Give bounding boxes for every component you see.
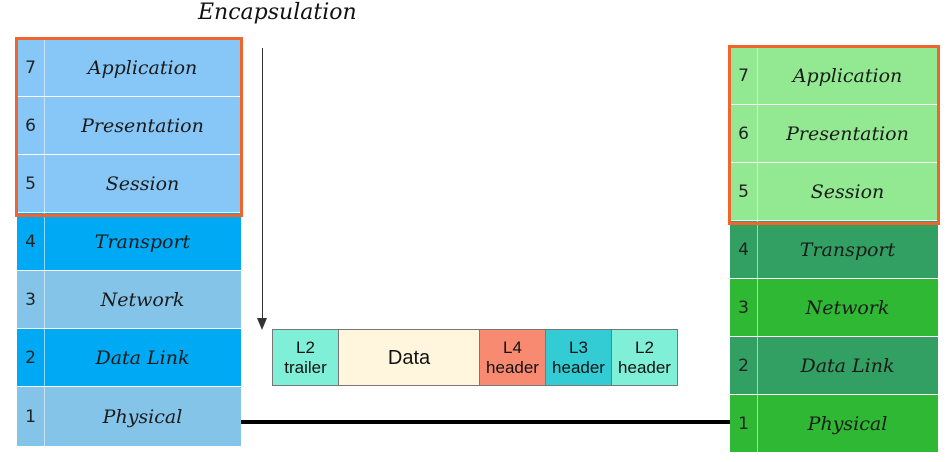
layer-name: Network <box>100 288 185 311</box>
layer-number: 1 <box>730 395 758 452</box>
right-layer-3: 3 Network <box>730 279 938 337</box>
frame-segment-l2-header: L2 header <box>611 329 678 386</box>
frame-segment-l4-header: L4 header <box>479 329 546 386</box>
layer-number: 6 <box>730 105 758 162</box>
left-osi-stack: 7 Application 6 Presentation 5 Session 4… <box>17 39 241 447</box>
layer-name: Physical <box>807 412 888 435</box>
layer-name: Presentation <box>81 114 204 137</box>
segment-label: L3 header <box>552 337 605 377</box>
segment-label: Data <box>387 346 431 369</box>
layer-name: Application <box>792 64 903 87</box>
encapsulation-title: Encapsulation <box>198 0 357 25</box>
layer-number: 2 <box>17 329 45 386</box>
left-upper-layers-highlight <box>15 37 243 217</box>
layer-name: Transport <box>94 230 191 253</box>
encapsulation-arrow-head <box>257 318 267 330</box>
layer-number: 4 <box>730 221 758 278</box>
right-layer-5: 5 Session <box>730 163 938 221</box>
layer-name: Transport <box>799 238 896 261</box>
right-layer-6: 6 Presentation <box>730 105 938 163</box>
left-layer-3: 3 Network <box>17 271 241 329</box>
encapsulation-arrow-line <box>262 48 263 320</box>
right-layer-1: 1 Physical <box>730 395 938 453</box>
layer-number: 2 <box>730 337 758 394</box>
left-layer-6: 6 Presentation <box>17 97 241 155</box>
layer-number: 6 <box>17 97 45 154</box>
encapsulated-frame: L2 trailer Data L4 header L3 header L2 h… <box>272 329 678 386</box>
layer-name: Data Link <box>800 354 895 377</box>
layer-name: Application <box>87 56 198 79</box>
layer-name: Presentation <box>786 122 909 145</box>
layer-number: 3 <box>730 279 758 336</box>
layer-number: 5 <box>730 163 758 220</box>
frame-segment-l3-header: L3 header <box>545 329 612 386</box>
layer-name: Data Link <box>95 346 190 369</box>
layer-name: Session <box>810 180 885 203</box>
layer-number: 7 <box>730 47 758 104</box>
layer-number: 1 <box>17 387 45 446</box>
layer-name: Physical <box>102 405 183 428</box>
left-layer-7: 7 Application <box>17 39 241 97</box>
layer-number: 5 <box>17 155 45 212</box>
layer-name: Session <box>105 172 180 195</box>
layer-number: 4 <box>17 213 45 270</box>
layer-number: 3 <box>17 271 45 328</box>
left-layer-5: 5 Session <box>17 155 241 213</box>
physical-link-wire <box>241 420 730 424</box>
right-osi-stack: 7 Application 6 Presentation 5 Session 4… <box>730 47 938 455</box>
right-layer-4: 4 Transport <box>730 221 938 279</box>
right-layer-7: 7 Application <box>730 47 938 105</box>
left-layer-4: 4 Transport <box>17 213 241 271</box>
layer-name: Network <box>805 296 890 319</box>
segment-label: L2 header <box>618 337 671 377</box>
right-upper-layers-highlight <box>728 45 940 225</box>
segment-label: L2 trailer <box>284 337 327 377</box>
layer-number: 7 <box>17 39 45 96</box>
left-layer-1: 1 Physical <box>17 387 241 447</box>
segment-label: L4 header <box>486 337 539 377</box>
frame-segment-data: Data <box>338 329 480 386</box>
frame-segment-l2-trailer: L2 trailer <box>272 329 339 386</box>
left-layer-2: 2 Data Link <box>17 329 241 387</box>
right-layer-2: 2 Data Link <box>730 337 938 395</box>
